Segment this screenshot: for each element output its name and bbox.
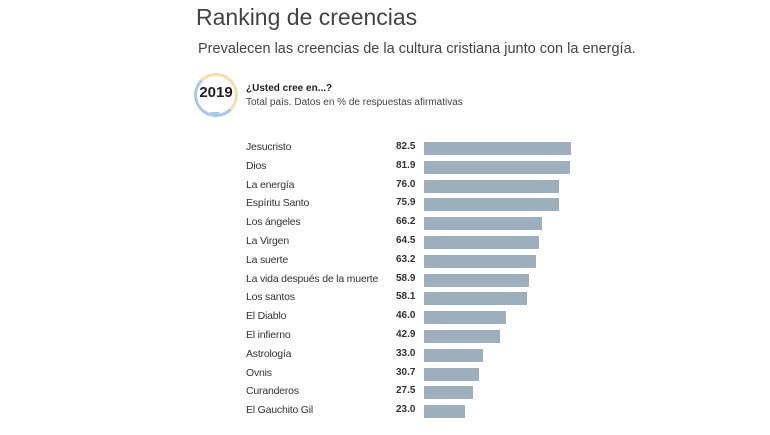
value-label: 33.0 [396, 347, 416, 359]
value-label: 66.2 [396, 216, 416, 228]
category-label: La Virgen [246, 235, 289, 247]
bar [424, 160, 570, 174]
category-label: Curanderos [246, 385, 299, 398]
category-label: La energía [246, 178, 295, 191]
bar-row: Ovnis 30.7 [0, 365, 770, 384]
bar [424, 292, 528, 306]
category-label: Jesucristo [246, 141, 292, 153]
chart-subtitle: Prevalecen las creencias de la cultura c… [198, 41, 636, 57]
value-label: 27.5 [396, 385, 416, 397]
value-label: 75.9 [396, 197, 416, 209]
value-label: 81.9 [396, 159, 416, 171]
bar-row: El infierno 42.9 [0, 327, 770, 346]
bar-row: Jesucristo 82.5 [0, 139, 770, 158]
value-label: 63.2 [396, 253, 416, 265]
value-label: 82.5 [396, 141, 416, 152]
category-label: El infierno [246, 329, 291, 341]
bar-row: Dios 81.9 [0, 158, 770, 177]
year-badge: 2019 [199, 84, 233, 101]
bar-row: La suerte 63.2 [0, 252, 770, 271]
category-label: Los ángeles [246, 216, 301, 229]
bar [424, 311, 506, 325]
category-label: Astrología [246, 347, 292, 360]
bar-row: Curanderos 27.5 [0, 383, 770, 402]
value-label: 42.9 [396, 329, 416, 340]
bar [424, 236, 539, 249]
bar [424, 273, 529, 287]
bar-row: La Virgen 64.5 [0, 233, 770, 252]
bar-row: El Diablo 46.0 [0, 308, 770, 327]
bar-row: Espíritu Santo 75.9 [0, 195, 770, 214]
category-label: Dios [246, 159, 267, 172]
bar [424, 386, 473, 400]
value-label: 46.0 [396, 310, 416, 322]
bar-row: Astrología 33.0 [0, 346, 770, 365]
bar [424, 405, 465, 419]
question-label: ¿Usted cree en...? [246, 83, 333, 94]
bar [424, 330, 501, 343]
bar-row: Los ángeles 66.2 [0, 214, 770, 233]
data-note: Total país. Datos en % de respuestas afi… [246, 97, 463, 108]
category-label: La vida después de la muerte [246, 272, 379, 285]
category-label: Los santos [246, 291, 295, 304]
bar-row: La vida después de la muerte 58.9 [0, 271, 770, 290]
value-label: 64.5 [396, 235, 416, 246]
category-label: Espíritu Santo [246, 197, 310, 210]
value-label: 58.1 [396, 291, 416, 303]
chart-title: Ranking de creencias [196, 4, 418, 30]
bar [424, 198, 560, 212]
bar-row: La energía 76.0 [0, 177, 770, 196]
bar [424, 217, 542, 231]
bar [424, 142, 571, 155]
value-label: 76.0 [396, 178, 416, 190]
bar [424, 254, 537, 268]
bar [424, 179, 560, 193]
value-label: 30.7 [396, 366, 416, 378]
category-label: Ovnis [246, 366, 272, 379]
year-badge-pin-icon [210, 112, 220, 118]
category-label: El Gauchito Gil [246, 404, 314, 417]
category-label: El Diablo [246, 310, 287, 323]
category-label: La suerte [246, 253, 288, 266]
bar [424, 348, 483, 362]
value-label: 58.9 [396, 272, 416, 284]
bar [424, 367, 479, 381]
bar-row: Los santos 58.1 [0, 289, 770, 308]
value-label: 23.0 [396, 404, 416, 416]
bar-row: El Gauchito Gil 23.0 [0, 402, 770, 421]
